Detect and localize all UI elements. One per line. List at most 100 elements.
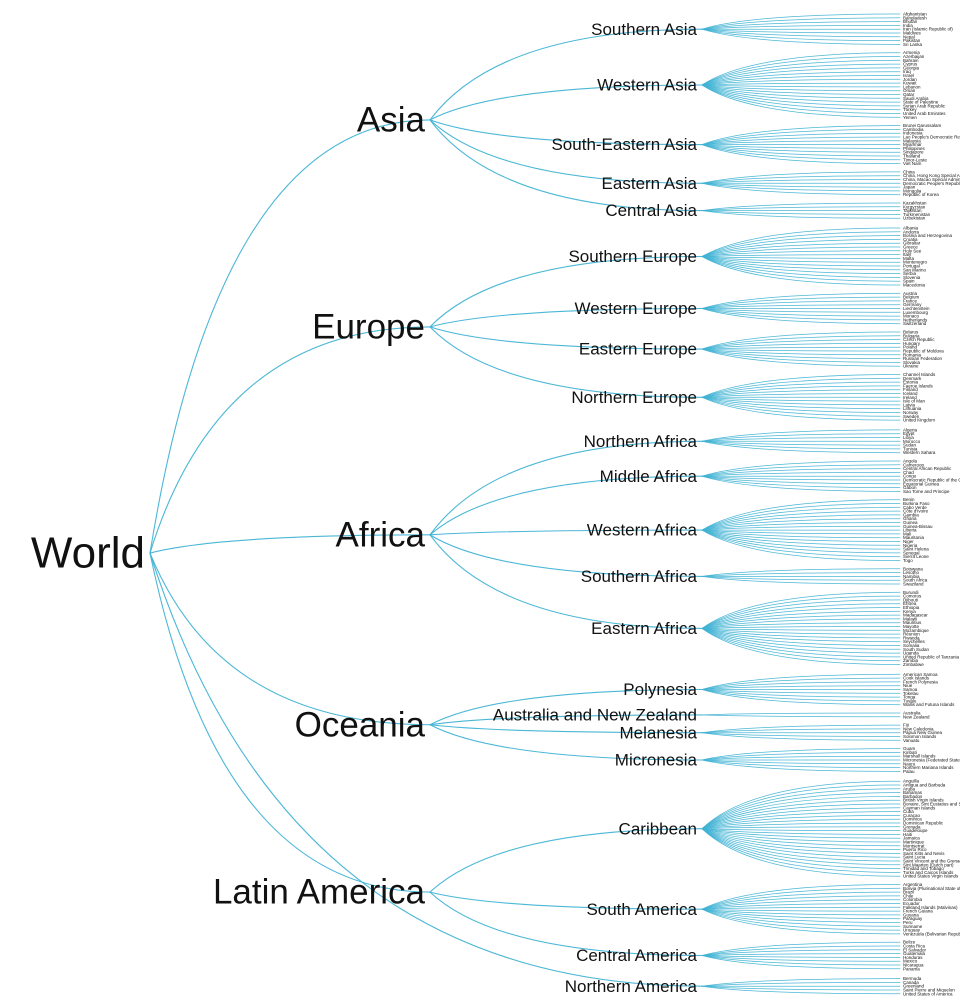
country-label: Bonaire, Sint Eustatius and Saba [903, 801, 960, 806]
tree-link [701, 628, 901, 658]
tree-link [701, 529, 901, 550]
country-label: Trinidad and Tobago [903, 866, 944, 871]
country-label: Lithuania [903, 406, 922, 411]
country-label: Kyrgyzstan [903, 204, 926, 209]
tree-link [701, 610, 901, 629]
tree-link [701, 440, 901, 454]
tree-link [701, 231, 901, 257]
tree-link [701, 681, 901, 690]
country-label: Maldives [903, 30, 922, 35]
tree-link [701, 348, 901, 356]
tree-link [701, 955, 901, 970]
tree-link [701, 822, 901, 830]
tree-link [701, 732, 901, 737]
tree-link [701, 475, 901, 492]
country-label: Uganda [903, 651, 919, 656]
subregion-label: Eastern Europe [579, 340, 697, 359]
tree-link [701, 899, 901, 910]
country-label: Tuvalu [903, 698, 917, 703]
country-label: Thailand [903, 153, 921, 158]
country-label: Bulgaria [903, 333, 920, 338]
country-label: Albania [903, 225, 919, 230]
tree-link [701, 978, 901, 987]
tree-link [701, 140, 901, 145]
tree-link [429, 440, 703, 536]
tree-link [701, 499, 901, 531]
tree-link [429, 28, 703, 121]
country-label: Guyana [903, 912, 919, 917]
country-label: Zimbabwe [903, 662, 924, 667]
country-label: Panama [903, 966, 920, 971]
tree-link [429, 724, 703, 734]
country-label: Uruguay [903, 928, 921, 933]
tree-link [701, 136, 901, 145]
tree-link [701, 182, 901, 192]
country-label: Dominican Republic [903, 820, 944, 825]
tree-link [701, 622, 901, 629]
country-label: Jordan [903, 77, 917, 82]
country-label: Sudan [903, 443, 917, 448]
country-label: Chad [903, 470, 914, 475]
tree-link [701, 348, 901, 352]
tree-link [701, 908, 901, 935]
tree-link [701, 331, 901, 350]
country-label: French Polynesia [903, 679, 938, 684]
country-label: United Arab Emirates [903, 111, 946, 116]
country-label: Costa Rica [903, 943, 926, 948]
country-label: South Sudan [903, 647, 930, 652]
tree-link [701, 84, 901, 118]
country-label: Gibraltar [903, 241, 921, 246]
tree-link [701, 525, 901, 531]
country-label: American Samoa [903, 672, 938, 677]
tree-link [701, 748, 901, 761]
tree-link [429, 891, 703, 910]
country-label: Belize [903, 940, 916, 945]
tree-link [701, 828, 901, 847]
country-label: Madagascar [903, 613, 928, 618]
country-label: Sweden [903, 414, 920, 419]
tree-link [701, 828, 901, 854]
tree-link [429, 119, 703, 184]
country-label: Myanmar [903, 142, 922, 147]
country-label: Bahamas [903, 790, 923, 795]
country-label: Nauru [903, 761, 916, 766]
subregion-label: Central Asia [605, 201, 697, 220]
country-label: Syrian Arab Republic [903, 103, 946, 108]
tree-link [701, 628, 901, 654]
country-label: Wallis and Futuna Islands [903, 702, 955, 707]
root-label: World [31, 529, 145, 578]
tree-link [701, 396, 901, 421]
tree-link [701, 396, 901, 402]
country-label: Malta [903, 256, 915, 261]
tree-link [701, 955, 901, 962]
tree-link [701, 759, 901, 768]
tree-link [429, 326, 703, 398]
tree-link [701, 828, 901, 835]
country-label: United States of America [903, 991, 953, 996]
country-label: Guatemala [903, 951, 926, 956]
tree-link [701, 84, 901, 99]
tree-link [701, 464, 901, 477]
tree-link [701, 71, 901, 86]
country-label: Saint Vincent and the Grenadines [903, 858, 960, 863]
subregion-label: Western Asia [597, 76, 697, 95]
subregion-label: South-Eastern Asia [551, 135, 697, 154]
subregion-label: Western Europe [574, 299, 697, 318]
tree-link [701, 828, 901, 831]
tree-link [701, 460, 901, 477]
tree-link [701, 908, 901, 916]
country-label: Yemen [903, 115, 917, 120]
country-label: Namibia [903, 574, 920, 579]
country-label: Rwanda [903, 635, 920, 640]
tree-link [701, 529, 901, 539]
tree-link [701, 689, 901, 702]
tree-link [701, 732, 901, 741]
tree-link [701, 796, 901, 830]
country-label: Guam [903, 746, 916, 751]
country-label: Tajikistan [903, 208, 922, 213]
tree-link [701, 677, 901, 690]
country-label: Antigua and Barbuda [903, 782, 946, 787]
tree-link [701, 614, 901, 629]
